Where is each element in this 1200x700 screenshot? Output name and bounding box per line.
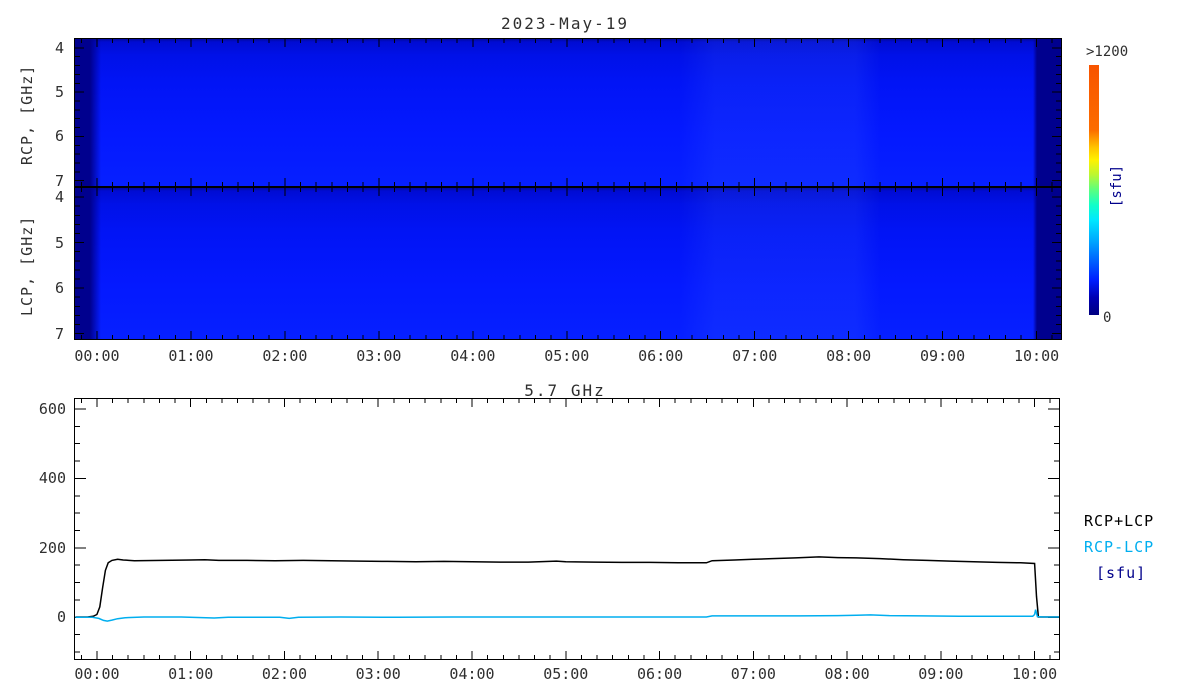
series-rcp-lcp bbox=[75, 609, 1059, 622]
time-tick-label: 07:00 bbox=[732, 347, 778, 365]
freq-tick-label: 5 bbox=[54, 83, 64, 102]
time-tick-label: 00:00 bbox=[74, 347, 120, 365]
time-tick-label: 04:00 bbox=[449, 665, 495, 683]
time-tick-label: 08:00 bbox=[826, 347, 872, 365]
lcp-axes-ticks bbox=[75, 188, 1061, 339]
colorbar-min-label: 0 bbox=[1103, 310, 1112, 326]
flux-curves bbox=[75, 556, 1059, 622]
time-tick-label: 05:00 bbox=[544, 347, 590, 365]
time-tick-label: 06:00 bbox=[638, 347, 684, 365]
freq-tick-label: 4 bbox=[54, 38, 64, 57]
lcp-spectrogram bbox=[74, 187, 1062, 340]
lcp-y-axis-label: LCP, [GHz] bbox=[18, 215, 36, 316]
flux-tick-label: 600 bbox=[38, 399, 66, 418]
time-tick-label: 03:00 bbox=[355, 665, 401, 683]
time-tick-label: 01:00 bbox=[168, 347, 214, 365]
date-title: 2023-May-19 bbox=[501, 14, 629, 33]
flux-tick-label: 0 bbox=[56, 608, 66, 627]
legend-rcp-plus-lcp: RCP+LCP bbox=[1084, 512, 1155, 530]
time-tick-label: 07:00 bbox=[730, 665, 776, 683]
time-tick-label: 10:00 bbox=[1013, 347, 1060, 365]
flux-time-profile-plot bbox=[74, 398, 1060, 660]
time-tick-label: 06:00 bbox=[636, 665, 683, 683]
series-rcp-lcp bbox=[75, 556, 1059, 618]
freq-tick-label: 7 bbox=[54, 324, 64, 343]
flux-tick-label: 400 bbox=[38, 469, 66, 488]
flux-colorbar bbox=[1089, 65, 1099, 315]
legend-rcp-minus-lcp: RCP-LCP bbox=[1084, 538, 1155, 556]
colorbar-unit-label: [sfu] bbox=[1109, 164, 1125, 208]
flux-plot-axes-ticks bbox=[75, 399, 1059, 659]
time-tick-label: 09:00 bbox=[920, 347, 966, 365]
time-tick-label: 10:00 bbox=[1012, 665, 1058, 683]
time-tick-label: 05:00 bbox=[543, 665, 589, 683]
legend-unit: [sfu] bbox=[1096, 564, 1147, 582]
freq-tick-label: 6 bbox=[54, 127, 64, 146]
flux-tick-label: 200 bbox=[38, 538, 66, 557]
freq-tick-label: 5 bbox=[54, 233, 64, 252]
rcp-spectrogram bbox=[74, 38, 1062, 187]
time-tick-label: 02:00 bbox=[262, 347, 308, 365]
frequency-subtitle: 5.7 GHz bbox=[524, 381, 606, 400]
time-tick-label: 00:00 bbox=[74, 665, 120, 683]
time-tick-label: 04:00 bbox=[450, 347, 496, 365]
rcp-y-axis-label: RCP, [GHz] bbox=[18, 64, 36, 165]
freq-tick-label: 4 bbox=[54, 188, 64, 207]
freq-tick-label: 7 bbox=[54, 171, 64, 190]
rcp-axes-ticks bbox=[75, 39, 1061, 186]
time-tick-label: 02:00 bbox=[261, 665, 308, 683]
time-tick-label: 03:00 bbox=[356, 347, 402, 365]
time-tick-label: 09:00 bbox=[918, 665, 964, 683]
time-tick-label: 01:00 bbox=[168, 665, 214, 683]
colorbar-max-label: >1200 bbox=[1086, 44, 1129, 60]
freq-tick-label: 6 bbox=[54, 279, 64, 298]
time-tick-label: 08:00 bbox=[824, 665, 870, 683]
